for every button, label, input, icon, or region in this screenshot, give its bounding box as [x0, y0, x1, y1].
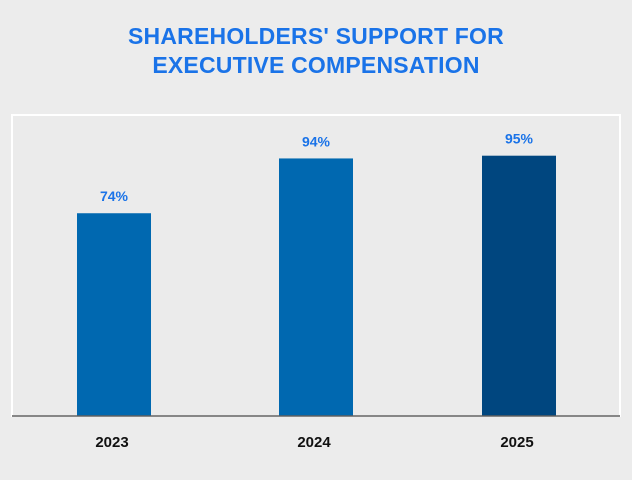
chart-title-line-2: EXECUTIVE COMPENSATION [152, 52, 480, 78]
x-tick-label-2023: 2023 [95, 434, 128, 451]
data-label-2024: 94% [302, 133, 331, 149]
data-label-2023: 74% [100, 188, 129, 204]
data-label-2025: 95% [505, 131, 534, 147]
labels-group: 74% 2023 94% 2024 95% 2025 [95, 131, 533, 451]
chart-title-line-1: SHAREHOLDERS' SUPPORT FOR [128, 23, 504, 49]
bar-2024 [279, 158, 353, 416]
x-tick-label-2024: 2024 [297, 434, 331, 451]
chart-title: SHAREHOLDERS' SUPPORT FOR EXECUTIVE COMP… [0, 22, 632, 80]
bar-2023 [77, 213, 151, 416]
bar-2025 [482, 155, 556, 416]
x-tick-label-2025: 2025 [500, 434, 533, 451]
bars-group [77, 155, 556, 416]
